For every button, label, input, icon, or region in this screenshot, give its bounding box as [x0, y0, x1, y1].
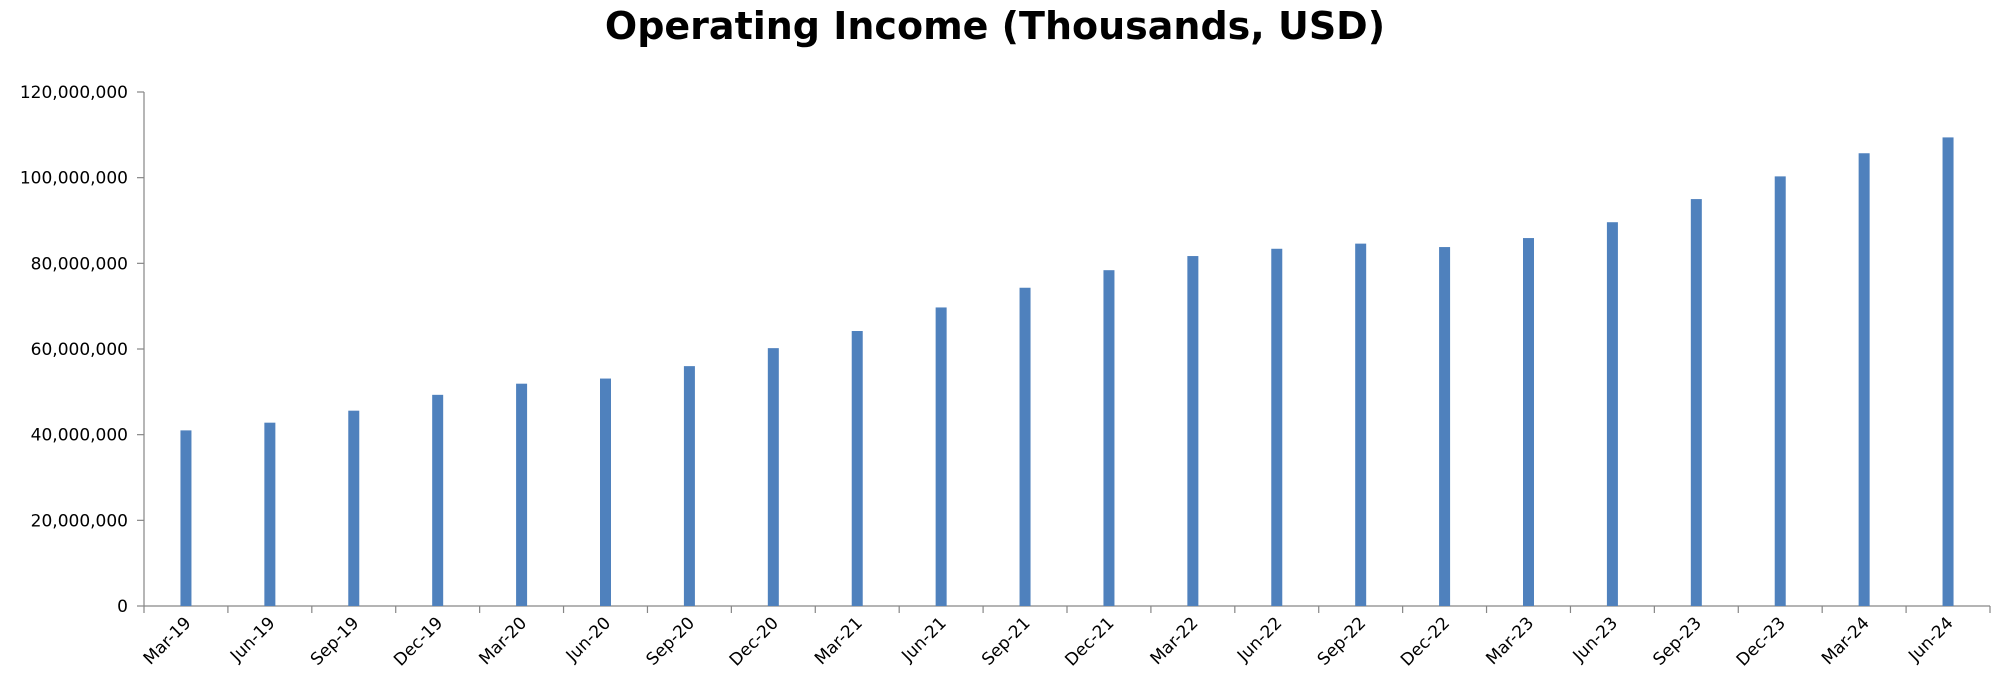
x-tick-label: Jun-22 — [1233, 613, 1286, 666]
y-tick-label: 40,000,000 — [31, 426, 128, 446]
x-tick-label: Sep-20 — [643, 613, 699, 669]
bar — [1690, 199, 1702, 607]
x-tick-label: Jun-20 — [562, 613, 615, 666]
x-tick-label: Mar-24 — [1818, 613, 1874, 669]
x-tick-label: Mar-23 — [1482, 613, 1538, 669]
bar — [851, 331, 863, 606]
y-tick-label: 100,000,000 — [20, 169, 128, 189]
bar — [1355, 243, 1367, 606]
x-tick-label: Mar-20 — [475, 613, 531, 669]
bar — [516, 383, 528, 606]
bar — [1858, 153, 1870, 607]
x-tick-label: Sep-23 — [1649, 613, 1705, 669]
bar — [1942, 137, 1954, 607]
bar — [1606, 222, 1618, 607]
bar — [600, 378, 611, 606]
x-tick-label: Sep-21 — [978, 613, 1034, 669]
bar — [1187, 256, 1199, 606]
x-tick-label: Jun-19 — [226, 613, 279, 666]
bar — [1019, 287, 1031, 606]
x-tick-label: Dec-21 — [1061, 613, 1118, 670]
x-tick-label: Mar-21 — [811, 613, 867, 669]
bar — [1103, 270, 1115, 606]
bar — [1439, 247, 1451, 606]
y-tick-label: 20,000,000 — [31, 511, 128, 531]
bar — [180, 430, 192, 606]
y-tick-label: 80,000,000 — [31, 254, 128, 274]
y-axis: 0 20,000,000 40,000,000 60,000,000 80,000,00… — [20, 83, 145, 617]
bar — [683, 366, 695, 606]
x-tick-label: Mar-19 — [140, 613, 196, 669]
x-axis: Mar-19 Jun-19 Sep-19 Dec-19 Mar-20 Jun-20 Sep-… — [140, 605, 1991, 670]
x-tick-label: Sep-22 — [1314, 613, 1370, 669]
bar — [264, 422, 276, 606]
x-tick-label: Dec-22 — [1397, 613, 1454, 670]
x-tick-label: Jun-21 — [897, 613, 950, 666]
bars — [180, 137, 1954, 607]
y-tick-label: 0 — [117, 597, 128, 617]
bar — [767, 348, 779, 606]
x-tick-label: Dec-23 — [1733, 613, 1790, 670]
x-tick-label: Jun-24 — [1904, 613, 1957, 666]
bar — [935, 307, 947, 606]
bar — [1271, 248, 1283, 606]
x-tick-label: Sep-19 — [307, 613, 363, 669]
x-tick-label: Dec-20 — [726, 613, 783, 670]
chart-title: Operating Income (Thousands, USD) — [604, 4, 1386, 48]
bar — [1774, 176, 1786, 607]
y-tick-label: 120,000,000 — [20, 83, 128, 103]
x-tick-label: Jun-23 — [1569, 613, 1622, 666]
y-tick-label: 60,000,000 — [31, 340, 128, 360]
x-tick-label: Dec-19 — [390, 613, 447, 670]
bar — [1523, 238, 1534, 607]
bar — [348, 410, 360, 606]
x-tick-label: Mar-22 — [1147, 613, 1203, 669]
bar — [432, 394, 444, 606]
